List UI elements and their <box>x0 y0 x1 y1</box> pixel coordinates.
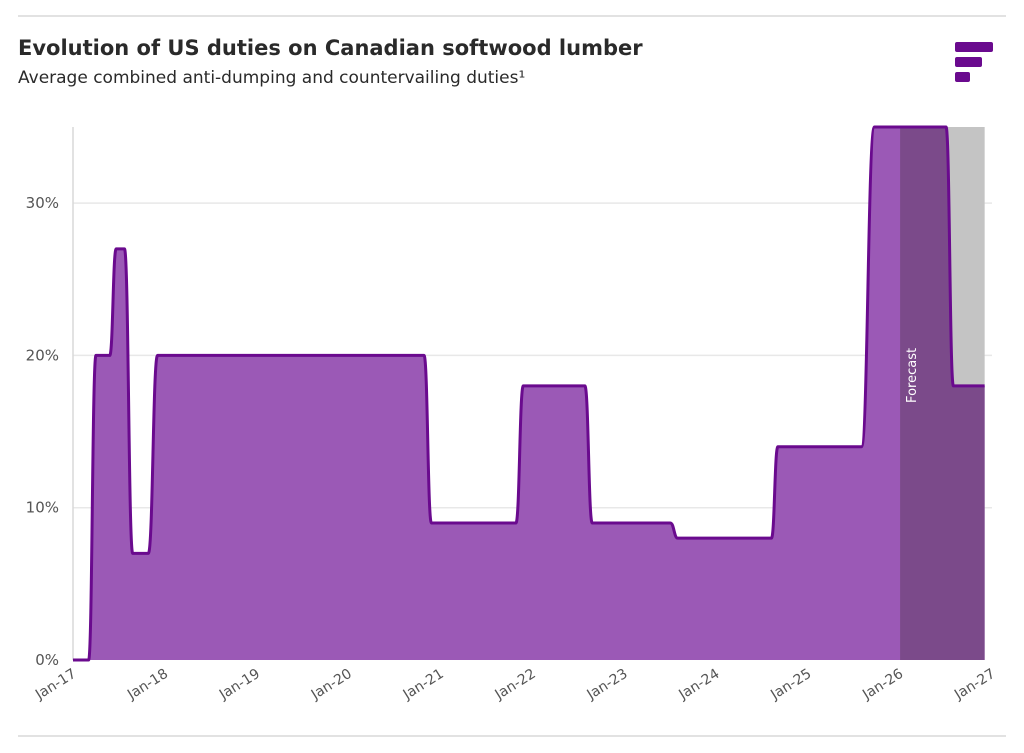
series-area <box>73 127 985 660</box>
chart-subtitle: Average combined anti-dumping and counte… <box>18 68 526 88</box>
series-line <box>73 125 985 662</box>
bottom-rule <box>18 735 1006 737</box>
x-tick-label: Jan-24 <box>675 666 722 704</box>
x-tick-label: Jan-17 <box>32 666 79 704</box>
x-tick-label: Jan-22 <box>492 666 539 704</box>
chart-title: Evolution of US duties on Canadian softw… <box>18 36 643 60</box>
x-tick-label: Jan-21 <box>400 666 447 704</box>
logo-bar-3 <box>955 72 970 82</box>
y-tick-label: 30% <box>26 194 59 212</box>
x-tick-label: Jan-20 <box>308 666 355 704</box>
x-tick-label: Jan-26 <box>859 666 906 704</box>
x-tick-label: Jan-19 <box>216 666 263 704</box>
y-tick-label: 0% <box>35 651 59 669</box>
brand-bars-icon <box>955 42 993 82</box>
logo-bar-2 <box>955 57 982 67</box>
top-rule <box>18 15 1006 17</box>
x-tick-label: Jan-23 <box>583 666 630 704</box>
logo-bar-1 <box>955 42 993 52</box>
x-tick-label: Jan-18 <box>124 666 171 704</box>
y-tick-label: 20% <box>26 346 59 364</box>
forecast-label: Forecast <box>905 348 920 403</box>
x-tick-label: Jan-25 <box>767 666 814 704</box>
y-tick-label: 10% <box>26 499 59 517</box>
forecast-area <box>900 127 985 660</box>
x-tick-label: Jan-27 <box>951 666 998 704</box>
